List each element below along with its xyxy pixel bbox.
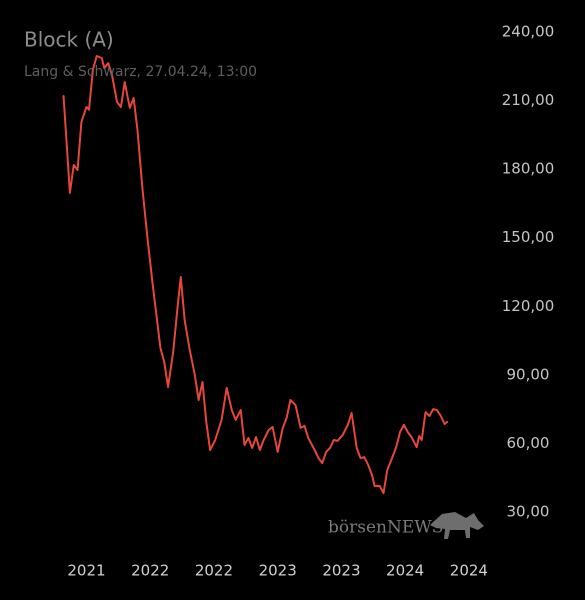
x-tick-label: 2022 xyxy=(131,562,169,580)
price-line xyxy=(62,55,449,495)
y-tick-label: 150,00 xyxy=(502,228,555,246)
x-tick-label: 2022 xyxy=(195,562,233,580)
chart-title: Block (A) xyxy=(24,28,114,52)
y-tick-label: 60,00 xyxy=(507,434,550,452)
x-tick-label: 2023 xyxy=(322,562,360,580)
y-tick-label: 30,00 xyxy=(507,503,550,521)
y-tick-label: 240,00 xyxy=(502,23,555,41)
chart-subtitle: Lang & Schwarz, 27.04.24, 13:00 xyxy=(24,64,257,80)
x-tick-label: 2021 xyxy=(67,562,105,580)
x-tick-label: 2023 xyxy=(259,562,297,580)
y-tick-label: 90,00 xyxy=(507,365,550,383)
plot-area xyxy=(62,55,449,495)
x-tick-label: 2024 xyxy=(386,562,424,580)
x-tick-label: 2024 xyxy=(450,562,488,580)
watermark-logo xyxy=(430,512,484,539)
y-tick-label: 180,00 xyxy=(502,160,555,178)
y-tick-label: 210,00 xyxy=(502,91,555,109)
watermark: börsenNEWS xyxy=(328,518,443,538)
y-tick-label: 120,00 xyxy=(502,297,555,315)
